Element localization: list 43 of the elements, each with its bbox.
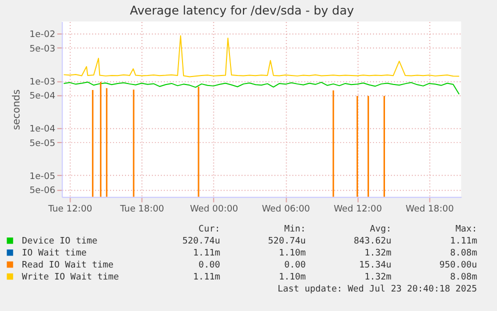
text: 0.00: [198, 260, 220, 271]
text: 1.11m: [193, 272, 220, 283]
text: Min:: [284, 224, 306, 235]
x-tick-label: Wed 12:00: [334, 204, 382, 214]
y-tick-label: 5e-06: [29, 186, 56, 196]
text: 950.00u: [439, 260, 478, 271]
y-tick-label: 1e-05: [29, 172, 56, 182]
legend-label: Write IO Wait time: [22, 272, 119, 283]
y-tick-label: 5e-05: [29, 138, 56, 149]
text: Avg:: [370, 224, 392, 235]
text: 1.10m: [278, 272, 306, 283]
text: 1.11m: [193, 248, 220, 259]
y-tick-label: 1e-03: [29, 77, 56, 88]
line-series: [63, 35, 460, 78]
x-tick-label: Wed 00:00: [190, 204, 238, 214]
text: 1.10m: [278, 248, 306, 259]
y-tick-label: 5e-04: [29, 92, 56, 102]
legend-label: Device IO time: [22, 236, 98, 247]
text: 1.32m: [364, 272, 392, 283]
y-axis-title: seconds: [11, 89, 22, 130]
x-tick-label: Wed 06:00: [262, 204, 310, 214]
text: 520.74u: [182, 236, 220, 247]
x-tick-label: Wed 18:00: [406, 204, 454, 214]
text: Cur:: [198, 224, 220, 235]
text: 8.08m: [450, 248, 478, 259]
line-series: [63, 82, 460, 95]
text: Max:: [456, 224, 478, 235]
chart-title: Average latency for /dev/sda - by day: [130, 4, 354, 18]
legend-label: IO Wait time: [22, 248, 87, 259]
text: 520.74u: [268, 236, 306, 247]
y-tick-label: 5e-03: [29, 44, 56, 54]
x-tick-label: Tue 12:00: [47, 204, 93, 214]
text: 15.34u: [359, 260, 392, 271]
text: Last update: Wed Jul 23 20:40:18 2025: [278, 284, 478, 294]
y-tick-label: 1e-02: [29, 30, 56, 40]
text: 0.00: [284, 260, 306, 271]
text: 1.11m: [450, 236, 478, 247]
legend-label: Read IO Wait time: [22, 260, 114, 271]
text: 1.32m: [364, 248, 392, 259]
y-tick-label: 1e-04: [29, 124, 56, 135]
x-tick-label: Tue 18:00: [119, 204, 164, 214]
text: 843.62u: [354, 236, 392, 247]
text: 8.08m: [450, 272, 478, 283]
